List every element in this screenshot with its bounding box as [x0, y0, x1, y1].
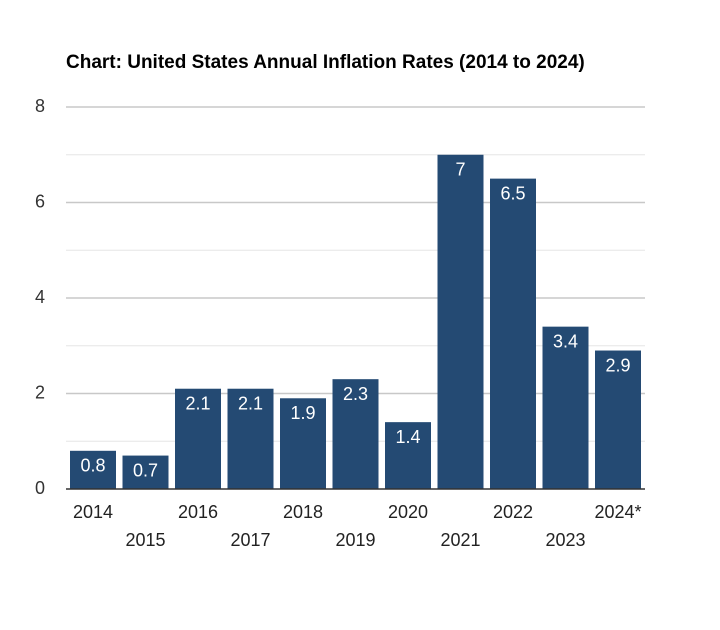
bar-2021 — [437, 154, 484, 489]
bar-2022 — [490, 178, 536, 489]
bar-2014 — [70, 450, 116, 489]
data-label: 2.9 — [605, 355, 630, 375]
data-label: 2.3 — [343, 384, 368, 404]
data-label: 2.1 — [185, 393, 210, 413]
x-axis-ticks: 2014 2015 2016 2017 2018 2019 2020 2021 2022 2023… — [73, 502, 642, 550]
data-label: 1.9 — [290, 403, 315, 423]
x-tick-label: 2017 — [230, 530, 270, 550]
x-tick-label: 2015 — [125, 530, 165, 550]
bar-2016 — [175, 388, 221, 489]
data-label: 1.4 — [395, 427, 420, 447]
x-tick-label: 2024* — [594, 502, 641, 522]
bar-2023 — [542, 326, 589, 489]
data-label: 0.7 — [133, 460, 158, 480]
y-tick-label: 4 — [35, 287, 45, 307]
x-tick-label: 2019 — [335, 530, 375, 550]
bar-2015 — [122, 455, 169, 489]
bars — [70, 154, 641, 489]
y-tick-label: 2 — [35, 382, 45, 402]
x-tick-label: 2018 — [283, 502, 323, 522]
y-axis-ticks: 0 2 4 6 8 — [35, 96, 45, 498]
data-label: 7 — [455, 160, 465, 180]
x-tick-label: 2014 — [73, 502, 113, 522]
bar-2018 — [280, 398, 326, 489]
x-tick-label: 2021 — [440, 530, 480, 550]
x-tick-label: 2022 — [493, 502, 533, 522]
y-tick-label: 6 — [35, 191, 45, 211]
x-tick-label: 2016 — [178, 502, 218, 522]
y-tick-label: 0 — [35, 478, 45, 498]
data-label: 6.5 — [500, 183, 525, 203]
x-tick-label: 2023 — [545, 530, 585, 550]
x-tick-label: 2020 — [388, 502, 428, 522]
data-label: 3.4 — [553, 331, 578, 351]
data-label: 0.8 — [80, 456, 105, 476]
bar-2019 — [332, 379, 379, 489]
bar-2024 — [595, 350, 641, 489]
bar-2020 — [385, 422, 431, 489]
bar-2017 — [227, 388, 274, 489]
y-tick-label: 8 — [35, 96, 45, 116]
data-label: 2.1 — [238, 393, 263, 413]
data-labels: 0.8 0.7 2.1 2.1 1.9 2.3 1.4 7 6.5 3.4 2.9 — [80, 160, 630, 481]
chart-title: Chart: United States Annual Inflation Ra… — [66, 52, 585, 73]
